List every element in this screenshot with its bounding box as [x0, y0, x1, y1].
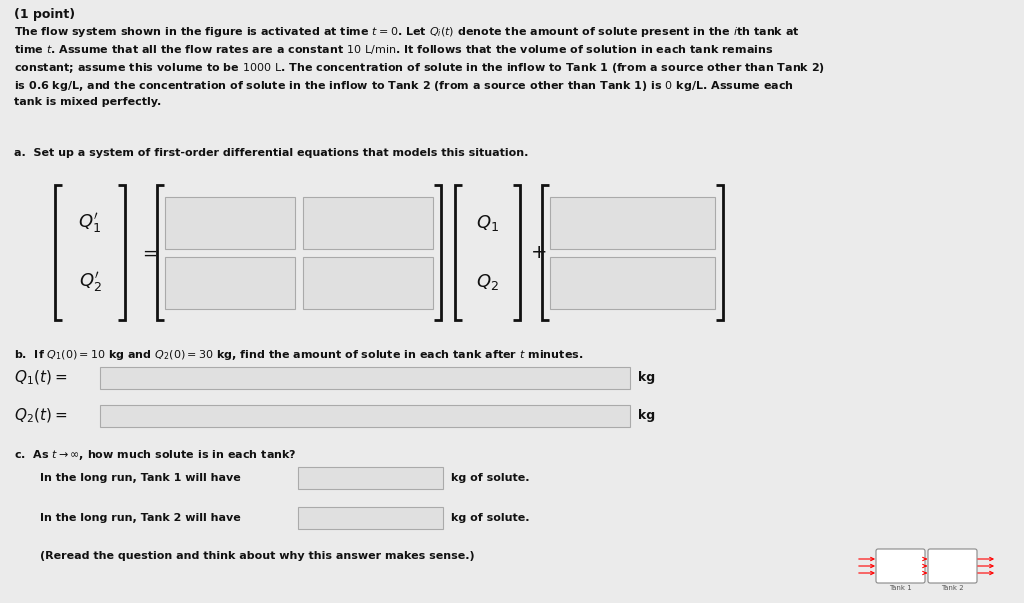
Text: In the long run, Tank 1 will have: In the long run, Tank 1 will have — [40, 473, 241, 483]
Text: $Q_1(t) =$: $Q_1(t) =$ — [14, 369, 68, 387]
Bar — [303, 197, 433, 248]
Text: $Q_2'$: $Q_2'$ — [79, 270, 101, 294]
Text: $Q_2$: $Q_2$ — [476, 272, 499, 292]
Text: (Reread the question and think about why this answer makes sense.): (Reread the question and think about why… — [40, 551, 475, 561]
Text: Tank 1: Tank 1 — [889, 585, 912, 591]
Text: In the long run, Tank 2 will have: In the long run, Tank 2 will have — [40, 513, 241, 523]
Text: $+$: $+$ — [530, 243, 547, 262]
Text: kg: kg — [638, 371, 655, 385]
Text: tank is mixed perfectly.: tank is mixed perfectly. — [14, 97, 161, 107]
Text: b.  If $Q_1(0) = 10$ kg and $Q_2(0) = 30$ kg, find the amount of solute in each : b. If $Q_1(0) = 10$ kg and $Q_2(0) = 30$… — [14, 348, 584, 362]
Text: $Q_1$: $Q_1$ — [476, 213, 499, 233]
FancyBboxPatch shape — [928, 549, 977, 583]
Text: time $t$. Assume that all the flow rates are a constant $10$ $\mathrm{L/min}$. I: time $t$. Assume that all the flow rates… — [14, 43, 773, 56]
Text: is 0.6 kg/L, and the concentration of solute in the inflow to Tank 2 (from a sou: is 0.6 kg/L, and the concentration of so… — [14, 79, 794, 93]
Bar — [100, 367, 630, 389]
Bar — [298, 507, 443, 529]
Bar — [303, 256, 433, 309]
Text: $Q_1'$: $Q_1'$ — [79, 211, 101, 235]
Text: $=$: $=$ — [139, 244, 158, 262]
Text: (1 point): (1 point) — [14, 8, 75, 21]
Bar — [298, 467, 443, 489]
Bar — [165, 197, 295, 248]
Bar — [550, 256, 715, 309]
Text: a.  Set up a system of first-order differential equations that models this situa: a. Set up a system of first-order differ… — [14, 148, 528, 158]
Text: Tank 2: Tank 2 — [941, 585, 964, 591]
FancyBboxPatch shape — [876, 549, 925, 583]
Bar — [100, 405, 630, 427]
Text: $Q_2(t) =$: $Q_2(t) =$ — [14, 407, 68, 425]
Text: The flow system shown in the figure is activated at time $t = 0$. Let $Q_i(t)$ d: The flow system shown in the figure is a… — [14, 25, 800, 39]
Bar — [550, 197, 715, 248]
Text: constant; assume this volume to be $1000$ $\mathrm{L}$. The concentration of sol: constant; assume this volume to be $1000… — [14, 61, 825, 75]
Text: c.  As $t \rightarrow \infty$, how much solute is in each tank?: c. As $t \rightarrow \infty$, how much s… — [14, 448, 297, 462]
Text: kg of solute.: kg of solute. — [451, 513, 529, 523]
Text: kg: kg — [638, 409, 655, 423]
Bar — [165, 256, 295, 309]
Text: kg of solute.: kg of solute. — [451, 473, 529, 483]
